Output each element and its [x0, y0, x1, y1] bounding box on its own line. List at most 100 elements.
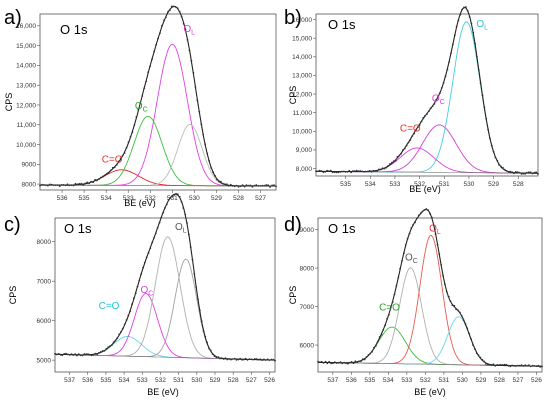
data-point-b [405, 144, 408, 147]
data-point-d [319, 361, 321, 363]
data-point-b [391, 161, 393, 164]
peak-label-b: OL [476, 19, 488, 32]
data-point-a [198, 110, 201, 113]
data-point-c [143, 261, 146, 264]
y-tick-label-c: 5000 [37, 357, 52, 364]
y-tick-label-a: 14,000 [16, 63, 36, 70]
data-point-a [249, 184, 252, 187]
data-point-b [324, 170, 327, 173]
data-point-d [395, 285, 398, 287]
data-point-d [442, 275, 444, 277]
data-point-a [133, 124, 136, 126]
data-point-c [140, 273, 143, 275]
data-point-a [115, 164, 118, 166]
data-point-c [224, 357, 227, 360]
data-point-a [206, 152, 209, 155]
data-point-a [151, 58, 154, 60]
data-point-b [370, 170, 373, 173]
data-point-a [41, 183, 43, 186]
data-point-c [235, 359, 238, 361]
panel-title-b: O 1s [328, 17, 356, 32]
data-point-d [457, 309, 459, 312]
y-axis-label-c: CPS [8, 286, 18, 305]
data-point-b [461, 8, 463, 11]
data-point-a [64, 184, 67, 187]
data-point-c [217, 356, 220, 358]
data-point-a [153, 50, 156, 53]
data-point-d [339, 361, 342, 364]
y-tick-label-a: 16,000 [16, 23, 36, 30]
component-peak-b [315, 21, 538, 174]
x-tick-label-b: 528 [513, 181, 524, 188]
data-point-a [166, 11, 169, 14]
data-point-b [529, 171, 532, 174]
data-point-a [263, 184, 266, 187]
data-point-b [346, 170, 349, 173]
data-point-a [265, 184, 268, 186]
panel-title-a: O 1s [60, 22, 88, 37]
peak-label-c: C=O [99, 301, 120, 312]
data-point-d [322, 362, 325, 364]
y-tick-label-b: 14,000 [292, 54, 312, 61]
data-point-c [198, 309, 201, 311]
data-point-c [228, 358, 231, 360]
data-point-b [418, 124, 421, 126]
data-point-a [214, 174, 216, 177]
data-point-b [505, 170, 508, 172]
data-point-d [358, 360, 360, 363]
y-tick-label-a: 9000 [22, 162, 37, 169]
data-point-a [222, 182, 224, 185]
data-point-c [107, 346, 110, 349]
data-point-b [328, 170, 330, 173]
data-point-b [483, 106, 486, 108]
data-point-c [90, 354, 93, 357]
y-tick-label-b: 9,000 [296, 147, 313, 154]
data-point-b [413, 132, 415, 135]
data-point-b [507, 170, 510, 173]
data-point-d [341, 362, 344, 365]
data-point-d [492, 363, 495, 366]
data-point-a [131, 131, 134, 134]
data-point-c [191, 258, 194, 261]
data-point-b [446, 68, 449, 71]
data-point-c [186, 222, 188, 224]
data-point-d [332, 362, 334, 365]
data-point-a [135, 116, 138, 118]
data-point-b [376, 170, 378, 172]
x-tick-label-a: 530 [189, 195, 200, 202]
x-axis-label-b: BE (eV) [409, 184, 441, 194]
data-point-b [357, 170, 360, 173]
data-point-a [157, 37, 159, 40]
data-point-c [121, 327, 124, 330]
panel-c: c) O 1s BE (eV) CPS 537 536 535 534 533 532 53… [4, 192, 276, 397]
data-point-d [470, 338, 472, 340]
data-point-d [509, 365, 512, 368]
data-point-d [445, 291, 448, 293]
data-point-a [237, 185, 240, 188]
x-tick-label-d: 526 [531, 377, 542, 384]
data-point-d [388, 313, 390, 316]
data-point-c [109, 345, 111, 348]
y-tick-label-d: 6000 [300, 342, 315, 349]
data-point-d [414, 221, 416, 224]
x-tick-label-d: 530 [457, 377, 468, 384]
data-point-d [515, 365, 517, 367]
data-point-c [114, 339, 117, 342]
data-point-d [479, 356, 482, 359]
data-point-b [487, 128, 489, 131]
data-point-c [92, 353, 95, 356]
data-point-d [382, 329, 385, 331]
data-point-c [175, 192, 177, 195]
data-point-b [524, 172, 526, 175]
data-point-b [420, 120, 423, 123]
x-tick-label-d: 528 [494, 377, 505, 384]
data-point-a [204, 143, 207, 146]
data-point-c [59, 353, 62, 356]
data-point-b [429, 107, 432, 109]
data-point-b [490, 144, 493, 147]
data-point-d [438, 253, 441, 256]
data-point-c [252, 358, 254, 361]
data-point-c [171, 195, 174, 198]
data-point-a [82, 184, 85, 186]
data-point-d [444, 283, 446, 286]
